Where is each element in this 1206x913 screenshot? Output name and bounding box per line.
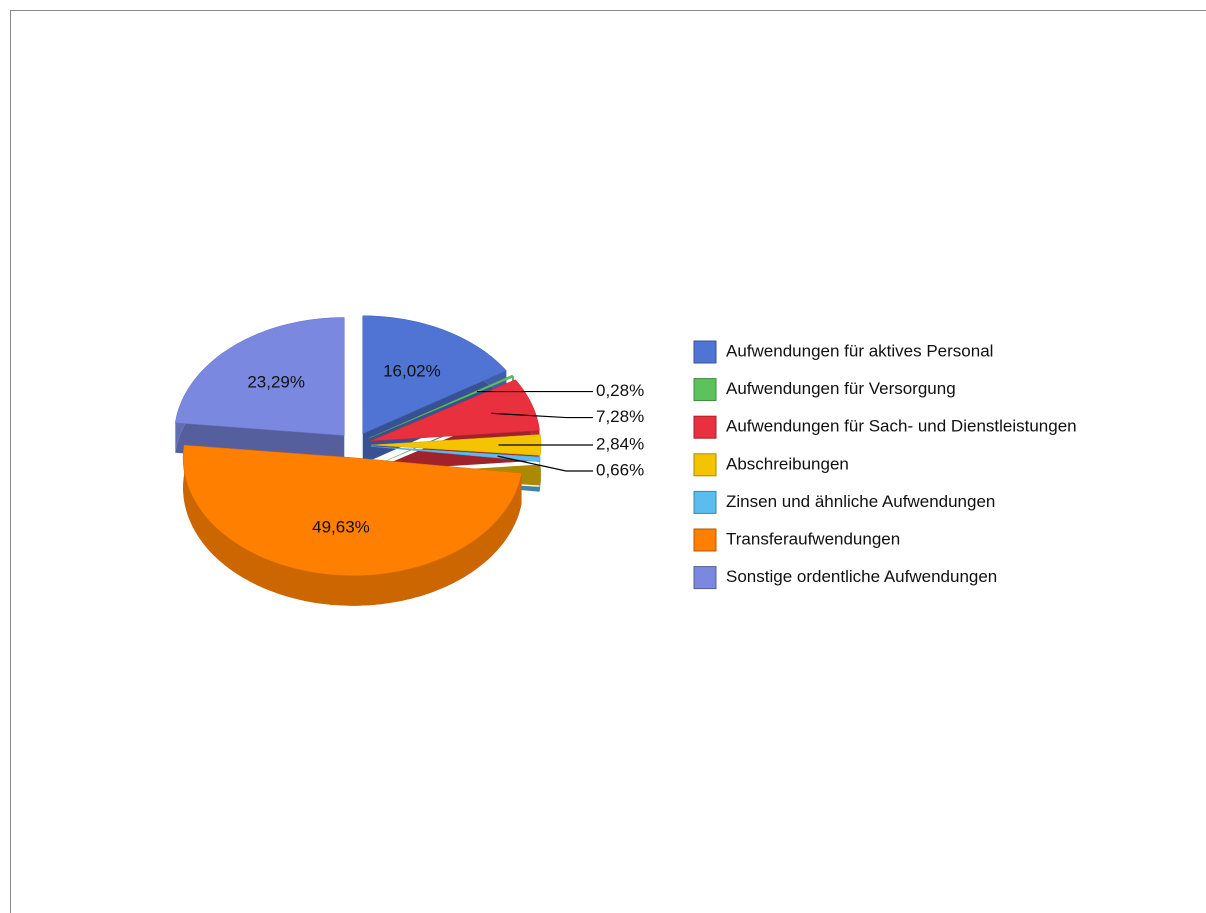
slice bbox=[368, 374, 515, 439]
legend-label: Aufwendungen für Sach- und Dienstleistun… bbox=[726, 417, 1077, 436]
legend: Aufwendungen für aktives Personal Aufwend… bbox=[693, 340, 1077, 590]
legend-swatch bbox=[693, 528, 717, 552]
legend-label: Sonstige ordentliche Aufwendungen bbox=[726, 567, 997, 586]
legend-swatch bbox=[693, 340, 717, 364]
slice bbox=[370, 446, 541, 463]
slice bbox=[362, 315, 507, 435]
legend-label: Transferaufwendungen bbox=[726, 529, 900, 548]
slice bbox=[182, 444, 522, 576]
frame bbox=[10, 10, 1206, 913]
legend-label: Abschreibungen bbox=[726, 454, 849, 473]
legend-swatch bbox=[693, 415, 717, 439]
legend-label: Aufwendungen für Versorgung bbox=[726, 379, 956, 398]
data-label: 0,66% bbox=[596, 460, 644, 479]
legend-swatch bbox=[693, 566, 717, 590]
legend-swatch bbox=[693, 453, 717, 477]
data-label: 49,63% bbox=[312, 517, 370, 536]
leader-line bbox=[491, 412, 593, 419]
legend-label: Aufwendungen für aktives Personal bbox=[726, 341, 993, 360]
data-label: 0,28% bbox=[596, 381, 644, 400]
data-label: 23,29% bbox=[247, 372, 305, 391]
leader-line bbox=[497, 455, 593, 472]
legend-label: Zinsen und ähnliche Aufwendungen bbox=[726, 492, 995, 511]
data-label: 2,84% bbox=[596, 434, 644, 453]
data-label: 16,02% bbox=[383, 361, 441, 380]
slice bbox=[175, 317, 345, 436]
slice-side bbox=[183, 445, 522, 606]
pie-tops bbox=[175, 315, 542, 576]
slice-side bbox=[539, 456, 541, 492]
data-labels: 16,02% 0,28% 7,28% 2,84% 0,66% 49,63% 23,29% bbox=[247, 361, 644, 536]
slice bbox=[370, 379, 540, 442]
legend-swatch bbox=[693, 490, 717, 514]
legend-swatch bbox=[693, 378, 717, 402]
data-label: 7,28% bbox=[596, 407, 644, 426]
